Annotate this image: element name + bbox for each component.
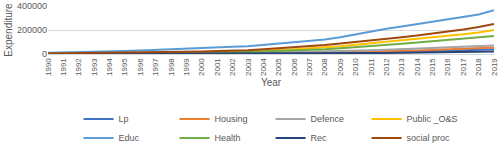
- svg-text:2001: 2001: [213, 58, 222, 76]
- svg-text:1999: 1999: [182, 58, 191, 76]
- svg-text:1996: 1996: [136, 58, 145, 76]
- svg-text:2017: 2017: [459, 58, 468, 76]
- svg-text:1998: 1998: [167, 58, 176, 76]
- svg-text:2013: 2013: [397, 58, 406, 76]
- svg-text:0: 0: [42, 49, 47, 59]
- svg-text:Year: Year: [261, 77, 282, 88]
- svg-text:2012: 2012: [382, 58, 391, 76]
- svg-text:Educ: Educ: [119, 133, 140, 143]
- svg-text:400000: 400000: [17, 1, 47, 11]
- svg-text:1995: 1995: [121, 58, 130, 76]
- svg-text:1990: 1990: [44, 58, 53, 76]
- svg-text:social proc: social proc: [407, 133, 451, 143]
- svg-text:Lp: Lp: [119, 114, 129, 124]
- svg-text:2004: 2004: [259, 58, 268, 76]
- svg-text:2019: 2019: [490, 58, 499, 76]
- svg-text:Defence: Defence: [311, 114, 345, 124]
- svg-text:2008: 2008: [320, 58, 329, 76]
- svg-text:2010: 2010: [351, 58, 360, 76]
- svg-text:2009: 2009: [336, 58, 345, 76]
- svg-text:Expenditure: Expenditure: [3, 3, 14, 57]
- svg-text:1993: 1993: [90, 58, 99, 76]
- svg-text:2018: 2018: [474, 58, 483, 76]
- svg-text:1994: 1994: [105, 58, 114, 76]
- svg-text:1992: 1992: [74, 58, 83, 76]
- svg-text:2014: 2014: [413, 58, 422, 76]
- svg-text:2015: 2015: [428, 58, 437, 76]
- svg-text:200000: 200000: [17, 25, 47, 35]
- svg-text:2011: 2011: [367, 58, 376, 76]
- svg-text:1997: 1997: [151, 58, 160, 76]
- svg-text:2016: 2016: [443, 58, 452, 76]
- svg-text:2002: 2002: [228, 58, 237, 76]
- svg-text:Rec: Rec: [311, 133, 328, 143]
- svg-text:2005: 2005: [274, 58, 283, 76]
- svg-text:2000: 2000: [197, 58, 206, 76]
- svg-text:2007: 2007: [305, 58, 314, 76]
- svg-text:Public _O&S: Public _O&S: [407, 114, 458, 124]
- svg-text:Health: Health: [215, 133, 241, 143]
- svg-text:Housing: Housing: [215, 114, 248, 124]
- svg-text:2003: 2003: [244, 58, 253, 76]
- svg-text:2006: 2006: [290, 58, 299, 76]
- svg-text:1991: 1991: [59, 58, 68, 76]
